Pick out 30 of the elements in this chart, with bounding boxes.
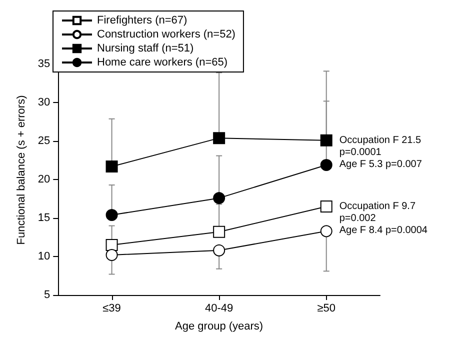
y-tick-label: 20 [38, 174, 50, 186]
y-tick-label: 35 [38, 58, 50, 70]
point [213, 192, 226, 204]
point [106, 239, 118, 251]
point [320, 200, 332, 213]
legend-label: Home care workers (n=65) [97, 56, 228, 68]
y-tick-label: 30 [38, 96, 50, 109]
x-tick-label: ≥50 [317, 302, 336, 314]
point [213, 132, 226, 144]
legend-label: Nursing staff (n=51) [97, 42, 194, 54]
point [213, 244, 226, 256]
point [106, 209, 118, 221]
point [320, 134, 332, 146]
y-tick-label: 5 [44, 289, 50, 301]
y-axis-title: Functional balance (s + errors) [16, 95, 28, 245]
y-tick-label: 15 [38, 212, 50, 224]
point [320, 159, 332, 171]
legend-label: Construction workers (n=52) [97, 28, 236, 40]
point [106, 160, 118, 173]
x-axis-title: Age group (years) [175, 320, 264, 332]
point [213, 226, 226, 238]
annotation: Occupation F 9.7 p=0.002 Age F 8.4 p=0.0004 [339, 201, 428, 236]
y-tick-label: 10 [38, 250, 50, 263]
y-tick-label: 25 [38, 135, 50, 148]
legend-label: Firefighters (n=67) [97, 14, 188, 26]
x-tick-label: ≤39 [102, 302, 121, 314]
point [106, 249, 118, 261]
point [320, 225, 332, 238]
annotation: Occupation F 21.5 p=0.0001 Age F 5.3 p=0.007 [339, 134, 422, 170]
x-tick-label: 40-49 [204, 302, 234, 314]
